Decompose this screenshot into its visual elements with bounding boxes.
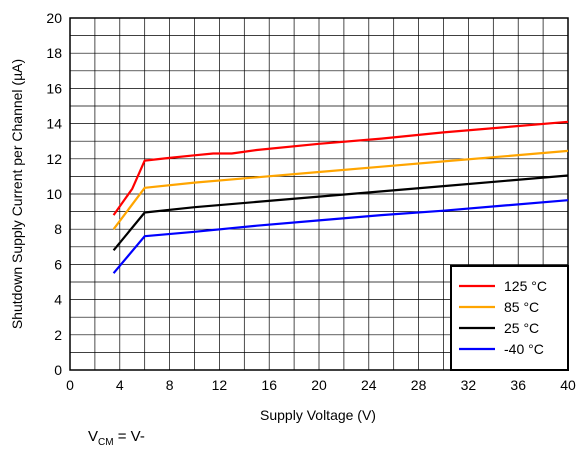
x-axis-label: Supply Voltage (V) bbox=[260, 407, 376, 423]
vcm-caption: VCM = V- bbox=[88, 428, 145, 448]
x-tick-label: 24 bbox=[361, 377, 377, 393]
x-tick-label: 20 bbox=[311, 377, 327, 393]
y-tick-label: 12 bbox=[46, 151, 62, 167]
legend: 125 °C 85 °C 25 °C -40 °C bbox=[450, 265, 569, 371]
y-tick-label: 20 bbox=[46, 10, 62, 26]
x-tick-label: 12 bbox=[212, 377, 228, 393]
y-tick-label: 2 bbox=[54, 327, 62, 343]
y-tick-label: 10 bbox=[46, 186, 62, 202]
y-tick-label: 18 bbox=[46, 45, 62, 61]
plot-frame bbox=[69, 17, 569, 371]
x-tick-label: 16 bbox=[261, 377, 277, 393]
x-tick-label: 8 bbox=[166, 377, 174, 393]
y-tick-label: 8 bbox=[54, 221, 62, 237]
y-axis-label: Shutdown Supply Current per Channel (µA) bbox=[9, 59, 25, 329]
series-line bbox=[112, 199, 569, 274]
legend-label: 25 °C bbox=[504, 320, 539, 336]
x-tick-label: 28 bbox=[411, 377, 427, 393]
caption-main: V bbox=[88, 428, 99, 445]
series-line bbox=[112, 174, 569, 251]
series-line bbox=[112, 120, 569, 216]
legend-box bbox=[450, 265, 569, 371]
y-tick-label: 16 bbox=[46, 80, 62, 96]
x-tick-label: 36 bbox=[510, 377, 526, 393]
x-tick-labels: 0 4 8 12 16 20 24 28 32 36 40 bbox=[66, 377, 576, 393]
series-line bbox=[112, 149, 569, 230]
x-tick-label: 4 bbox=[116, 377, 124, 393]
caption-rest: = V- bbox=[113, 428, 145, 445]
legend-label: 85 °C bbox=[504, 299, 539, 315]
caption-subscript: CM bbox=[98, 437, 114, 448]
y-tick-labels: 0 2 4 6 8 10 12 14 16 18 20 bbox=[46, 10, 62, 378]
y-tick-label: 6 bbox=[54, 256, 62, 272]
x-tick-label: 40 bbox=[560, 377, 576, 393]
y-tick-label: 4 bbox=[54, 292, 62, 308]
legend-label: 125 °C bbox=[504, 278, 547, 294]
series-lines bbox=[112, 120, 569, 274]
y-tick-label: 14 bbox=[46, 116, 62, 132]
legend-label: -40 °C bbox=[504, 341, 544, 357]
y-tick-label: 0 bbox=[54, 362, 62, 378]
x-tick-label: 32 bbox=[461, 377, 477, 393]
x-tick-label: 0 bbox=[66, 377, 74, 393]
